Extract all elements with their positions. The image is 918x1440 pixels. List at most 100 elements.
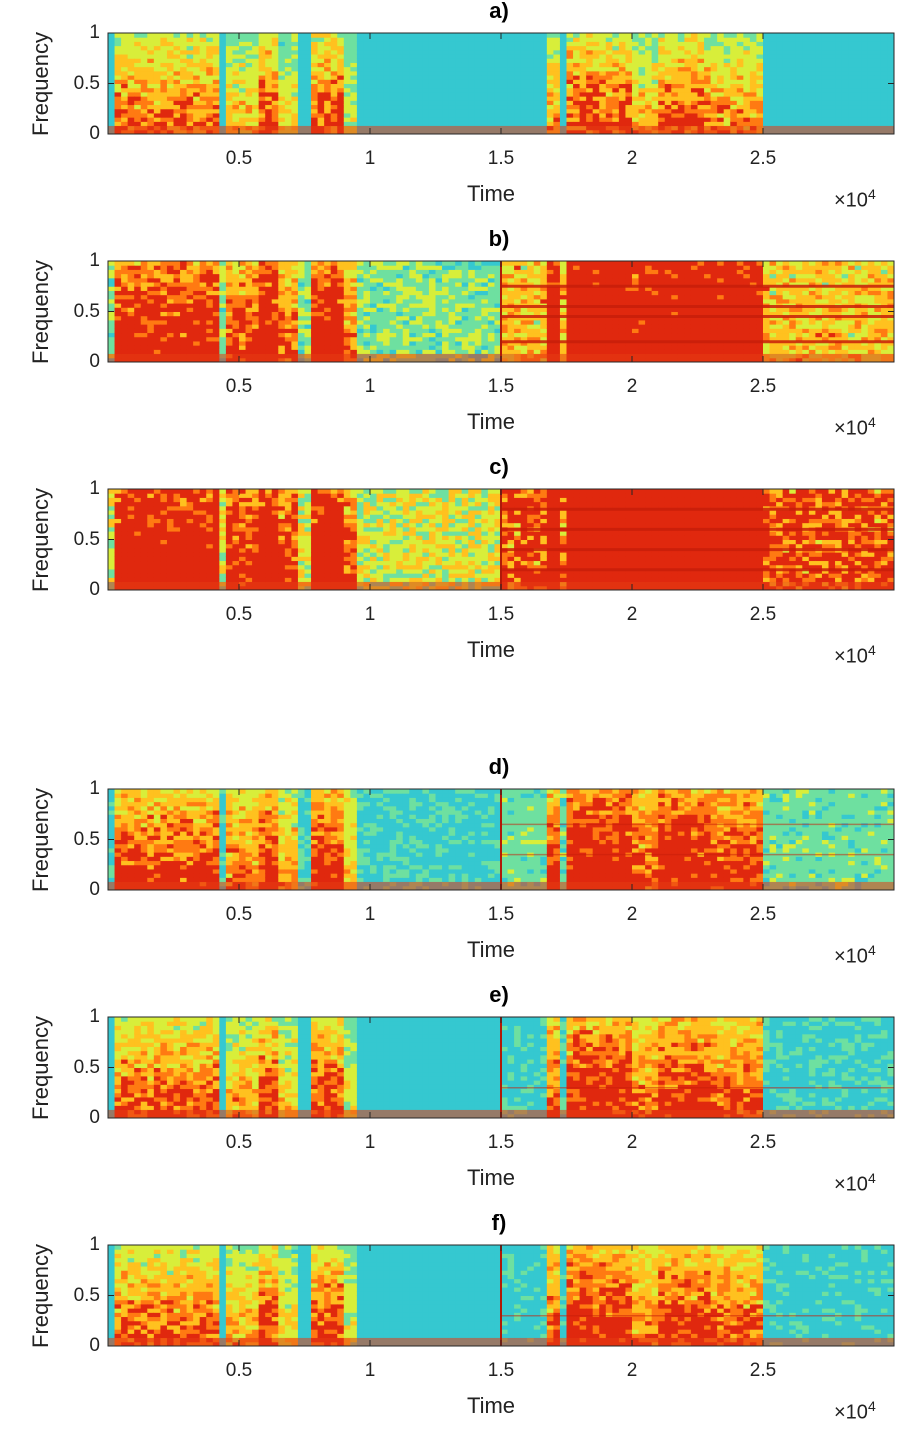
spectrogram-cell	[521, 299, 528, 304]
spectrogram-cell	[547, 71, 554, 76]
spectrogram-cell	[645, 117, 652, 122]
spectrogram-cell	[331, 54, 338, 59]
spectrogram-cell	[160, 71, 167, 76]
spectrogram-cell	[187, 278, 194, 283]
spectrogram-cell	[377, 282, 384, 287]
spectrogram-cell	[494, 67, 501, 72]
spectrogram-cell	[147, 290, 154, 295]
spectrogram-cell	[449, 324, 456, 329]
spectrogram-cell	[481, 320, 488, 325]
spectrogram-cell	[167, 299, 174, 304]
spectrogram-cell	[108, 345, 115, 350]
spectrogram-cell	[540, 328, 547, 333]
spectrogram-cell	[141, 269, 148, 274]
spectrogram-cell	[645, 299, 652, 304]
spectrogram-cell	[547, 307, 554, 312]
spectrogram-cell	[560, 33, 567, 38]
spectrogram-cell	[468, 286, 475, 291]
spectrogram-cell	[855, 100, 862, 105]
spectrogram-cell	[468, 100, 475, 105]
spectrogram-cell	[357, 320, 364, 325]
spectrogram-cell	[645, 75, 652, 80]
spectrogram-cell	[704, 75, 711, 80]
spectrogram-cell	[344, 50, 351, 55]
spectrogram-cell	[154, 84, 161, 89]
spectrogram-cell	[691, 105, 698, 110]
spectrogram-cell	[252, 37, 259, 42]
spectrogram-cell	[219, 79, 226, 84]
spectrogram-cell	[377, 295, 384, 300]
spectrogram-cell	[278, 46, 285, 51]
spectrogram-cell	[206, 341, 213, 346]
spectrogram-cell	[154, 109, 161, 114]
spectrogram-cell	[180, 67, 187, 72]
spectrogram-cell	[580, 269, 587, 274]
spectrogram-cell	[508, 324, 515, 329]
spectrogram-cell	[684, 41, 691, 46]
spectrogram-cell	[802, 67, 809, 72]
spectrogram-cell	[580, 105, 587, 110]
spectrogram-cell	[370, 265, 377, 270]
spectrogram-cell	[560, 37, 567, 42]
spectrogram-cell	[652, 278, 659, 283]
spectrogram-cell	[861, 100, 868, 105]
spectrogram-cell	[193, 79, 200, 84]
spectrogram-cell	[409, 320, 416, 325]
spectrogram-cell	[475, 303, 482, 308]
spectrogram-cell	[232, 265, 239, 270]
spectrogram-cell	[285, 320, 292, 325]
spectrogram-cell	[475, 67, 482, 72]
spectrogram-cell	[724, 33, 731, 38]
spectrogram-cell	[887, 113, 894, 118]
spectrogram-cell	[167, 71, 174, 76]
spectrogram-cell	[311, 265, 318, 270]
spectrogram-cell	[645, 41, 652, 46]
spectrogram-cell	[717, 79, 724, 84]
spectrogram-cell	[226, 117, 233, 122]
spectrogram-cell	[789, 96, 796, 101]
spectrogram-cell	[717, 75, 724, 80]
spectrogram-cell	[586, 71, 593, 76]
spectrogram-cell	[625, 274, 632, 279]
spectrogram-cell	[737, 109, 744, 114]
spectrogram-cell	[455, 307, 462, 312]
spectrogram-cell	[174, 113, 181, 118]
spectrogram-cell	[750, 92, 757, 97]
spectrogram-cell	[586, 109, 593, 114]
spectrogram-cell	[403, 50, 410, 55]
spectrogram-cell	[160, 286, 167, 291]
spectrogram-cell	[639, 278, 646, 283]
spectrogram-cell	[128, 282, 135, 287]
spectrogram-cell	[835, 121, 842, 126]
spectrogram-cell	[344, 328, 351, 333]
spectrogram-cell	[265, 324, 272, 329]
spectrogram-cell	[822, 67, 829, 72]
spectrogram-cell	[363, 92, 370, 97]
spectrogram-cell	[226, 100, 233, 105]
spectrogram-cell	[193, 345, 200, 350]
spectrogram-cell	[429, 100, 436, 105]
spectrogram-cell	[514, 261, 521, 266]
spectrogram-cell	[488, 33, 495, 38]
spectrogram-cell	[678, 109, 685, 114]
spectrogram-cell	[658, 274, 665, 279]
spectrogram-cell	[422, 299, 429, 304]
spectrogram-cell	[232, 100, 239, 105]
spectrogram-cell	[829, 92, 836, 97]
spectrogram-cell	[475, 37, 482, 42]
spectrogram-cell	[311, 286, 318, 291]
spectrogram-cell	[632, 295, 639, 300]
spectrogram-cell	[259, 261, 266, 266]
spectrogram-cell	[724, 62, 731, 67]
spectrogram-cell	[416, 33, 423, 38]
spectrogram-cell	[259, 100, 266, 105]
spectrogram-cell	[134, 96, 141, 101]
spectrogram-cell	[508, 92, 515, 97]
spectrogram-cell	[259, 307, 266, 312]
spectrogram-cell	[717, 37, 724, 42]
spectrogram-cell	[239, 84, 246, 89]
spectrogram-cell	[750, 88, 757, 93]
spectrogram-cell	[501, 299, 508, 304]
spectrogram-cell	[691, 75, 698, 80]
spectrogram-cell	[711, 96, 718, 101]
